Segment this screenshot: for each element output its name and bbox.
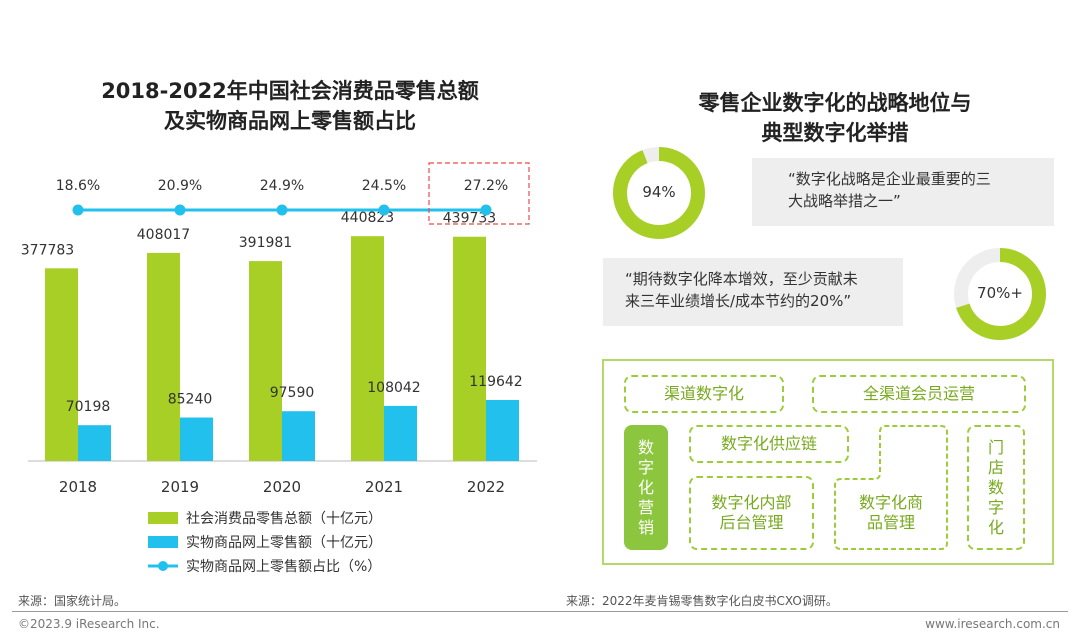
left-title-line2: 及实物商品网上零售额占比 (164, 109, 416, 133)
tag-internal-backoffice: 数字化内部 后台管理 (689, 476, 814, 550)
highlight-box-2022 (428, 162, 530, 225)
legend-swatch-online-retail (148, 536, 178, 548)
left-chart-title: 2018-2022年中国社会消费品零售总额 及实物商品网上零售额占比 (30, 76, 550, 136)
data-label-online-share-2021: 24.5% (362, 178, 406, 194)
data-label-total-retail-2018: 377783 (21, 242, 74, 258)
bar-line-chart: 377783 70198 2018 408017 85240 2019 391981 9759… (21, 162, 537, 496)
right-title-line1: 零售企业数字化的战略地位与 (698, 91, 972, 115)
x-tick-label-2018: 2018 (59, 478, 97, 496)
data-label-total-retail-2022: 439733 (443, 211, 496, 227)
legend-label-online-retail: 实物商品网上零售额（十亿元） (186, 535, 382, 551)
donut-70-arc (954, 248, 1046, 340)
legend-swatch-total-retail (148, 512, 178, 524)
footer-website: www.iresearch.com.cn (925, 617, 1060, 631)
tag-marketing-char-2: 字 (637, 457, 654, 477)
tag-goods-outline-path (834, 425, 948, 550)
donut-94: 94% (611, 145, 707, 241)
tag-store-char-5: 化 (987, 517, 1004, 537)
tag-store-digitalization: 门 店 数 字 化 (967, 425, 1025, 550)
tag-channel-digitalization: 渠道数字化 (624, 375, 784, 413)
quote-strategy-line1: “数字化战略是企业最重要的三 (788, 170, 991, 188)
tag-marketing-char-3: 化 (637, 477, 654, 497)
tag-store-char-2: 店 (987, 457, 1004, 477)
legend-item-total-retail: 社会消费品零售总额（十亿元） (148, 508, 382, 528)
data-label-online-share-2019: 20.9% (158, 178, 202, 194)
donut-94-arc (613, 147, 705, 239)
right-panel-title: 零售企业数字化的战略地位与 典型数字化举措 (590, 88, 1080, 148)
tag-goods-outline (834, 425, 948, 550)
legend-swatch-online-share (148, 561, 178, 571)
donut-94-ring (613, 147, 705, 239)
tag-goods-line2: 品管理 (866, 513, 915, 532)
tag-omnichannel-member: 全渠道会员运营 (812, 375, 1026, 413)
x-tick-label-2019: 2019 (161, 478, 199, 496)
data-label-total-retail-2020: 391981 (239, 235, 292, 251)
data-label-online-retail-2020: 97590 (270, 385, 315, 401)
bar-online-retail-2021 (384, 405, 417, 461)
donut-70: 70%+ (952, 246, 1048, 342)
donut-70-label: 70%+ (977, 284, 1023, 302)
bar-online-retail-2022 (486, 399, 519, 461)
bar-total-retail-2021 (351, 236, 384, 461)
quote-cost-line2: 来三年业绩增长/成本节约的20%” (625, 292, 852, 310)
bar-total-retail-2022 (453, 236, 486, 461)
bar-total-retail-2018 (45, 268, 78, 461)
quote-cost-line1: “期待数字化降本增效，至少贡献未 (625, 270, 858, 288)
tag-supply-chain: 数字化供应链 (689, 425, 849, 463)
tag-goods-management: 数字化商 品管理 (836, 493, 946, 533)
tag-digital-marketing: 数 字 化 营 销 (624, 425, 668, 550)
bar-total-retail-2020 (249, 261, 282, 461)
data-label-online-retail-2018: 70198 (66, 399, 111, 415)
data-label-online-retail-2019: 85240 (168, 392, 213, 408)
legend-label-total-retail: 社会消费品零售总额（十亿元） (186, 511, 382, 527)
quote-strategy-line2: 大战略举措之一” (788, 192, 901, 210)
quote-cost: “期待数字化降本增效，至少贡献未 来三年业绩增长/成本节约的20%” (603, 258, 903, 326)
point-online-share-2018 (72, 204, 84, 216)
footer-copyright: ©2023.9 iResearch Inc. (18, 617, 160, 631)
data-label-total-retail-2019: 408017 (137, 227, 190, 243)
x-tick-label-2020: 2020 (263, 478, 301, 496)
bar-online-retail-2020 (282, 411, 315, 461)
x-tick-label-2022: 2022 (467, 478, 505, 496)
bar-total-retail-2019 (147, 252, 180, 461)
tag-marketing-char-5: 销 (637, 517, 654, 537)
legend-item-online-retail: 实物商品网上零售额（十亿元） (148, 532, 382, 552)
point-online-share-2019 (174, 204, 186, 216)
x-tick-label-2021: 2021 (365, 478, 403, 496)
donut-94-label: 94% (642, 183, 676, 201)
data-label-online-share-2022: 27.2% (464, 178, 508, 194)
donut-70-ring (954, 248, 1046, 340)
point-online-share-2022 (480, 204, 492, 216)
bar-online-retail-2019 (180, 417, 213, 461)
bar-online-retail-2018 (78, 425, 111, 461)
point-online-share-2021 (378, 204, 390, 216)
tag-store-char-1: 门 (987, 437, 1004, 457)
digital-measures-box (602, 359, 1054, 565)
legend-label-online-share: 实物商品网上零售额占比（%） (186, 559, 382, 575)
tag-internal-line1: 数字化内部 (711, 493, 792, 512)
point-online-share-2020 (276, 204, 288, 216)
right-source-note: 来源：2022年麦肯锡零售数字化白皮书CXO调研。 (566, 594, 838, 608)
data-label-online-retail-2022: 119642 (469, 374, 522, 390)
left-title-line1: 2018-2022年中国社会消费品零售总额 (101, 79, 479, 103)
data-label-online-share-2018: 18.6% (56, 178, 100, 194)
data-label-online-share-2020: 24.9% (260, 178, 304, 194)
tag-internal-line2: 后台管理 (719, 513, 784, 532)
quote-strategy: “数字化战略是企业最重要的三 大战略举措之一” (752, 158, 1054, 226)
tag-marketing-char-1: 数 (637, 437, 654, 457)
right-title-line2: 典型数字化举措 (761, 121, 909, 145)
tag-store-char-4: 字 (987, 497, 1004, 517)
legend-item-online-share: 实物商品网上零售额占比（%） (148, 556, 381, 576)
footer-divider (12, 611, 1068, 612)
data-label-online-retail-2021: 108042 (367, 380, 420, 396)
left-source-note: 来源：国家统计局。 (18, 594, 127, 608)
tag-store-char-3: 数 (987, 477, 1004, 497)
tag-marketing-char-4: 营 (637, 497, 654, 517)
tag-goods-line1: 数字化商 (858, 493, 923, 512)
